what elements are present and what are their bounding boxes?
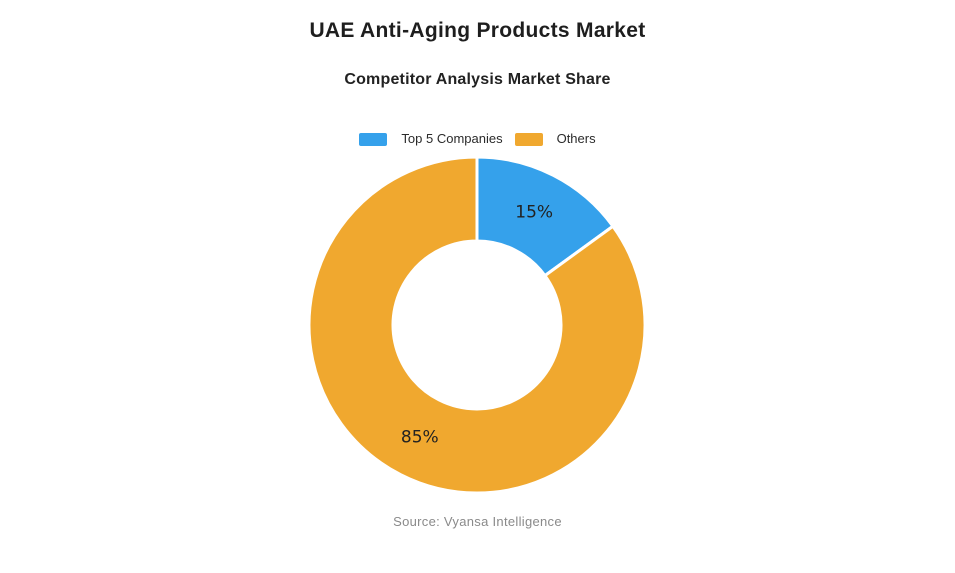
chart-subtitle: Competitor Analysis Market Share <box>344 71 611 88</box>
legend-label-others: Others <box>556 131 596 146</box>
slice-label-top-5-companies: 15% <box>515 203 553 223</box>
legend-item-others[interactable]: Others <box>514 131 596 147</box>
legend-item-top-5-companies[interactable]: Top 5 Companies <box>359 131 503 147</box>
chart-legend: Top 5 Companies Others <box>0 131 955 147</box>
donut-chart-area: 15% 85% <box>297 145 657 505</box>
legend-swatch-others-icon <box>514 132 543 146</box>
chart-title: UAE Anti-Aging Products Market <box>309 19 646 42</box>
source-attribution: Source: Vyansa Intelligence <box>393 514 562 529</box>
donut-chart: 15% 85% <box>307 155 647 495</box>
slice-label-others: 85% <box>401 427 439 447</box>
legend-swatch-top-5-companies-icon <box>359 132 388 146</box>
legend-label-top-5-companies: Top 5 Companies <box>401 131 503 146</box>
donut-slice-others[interactable] <box>307 155 647 495</box>
